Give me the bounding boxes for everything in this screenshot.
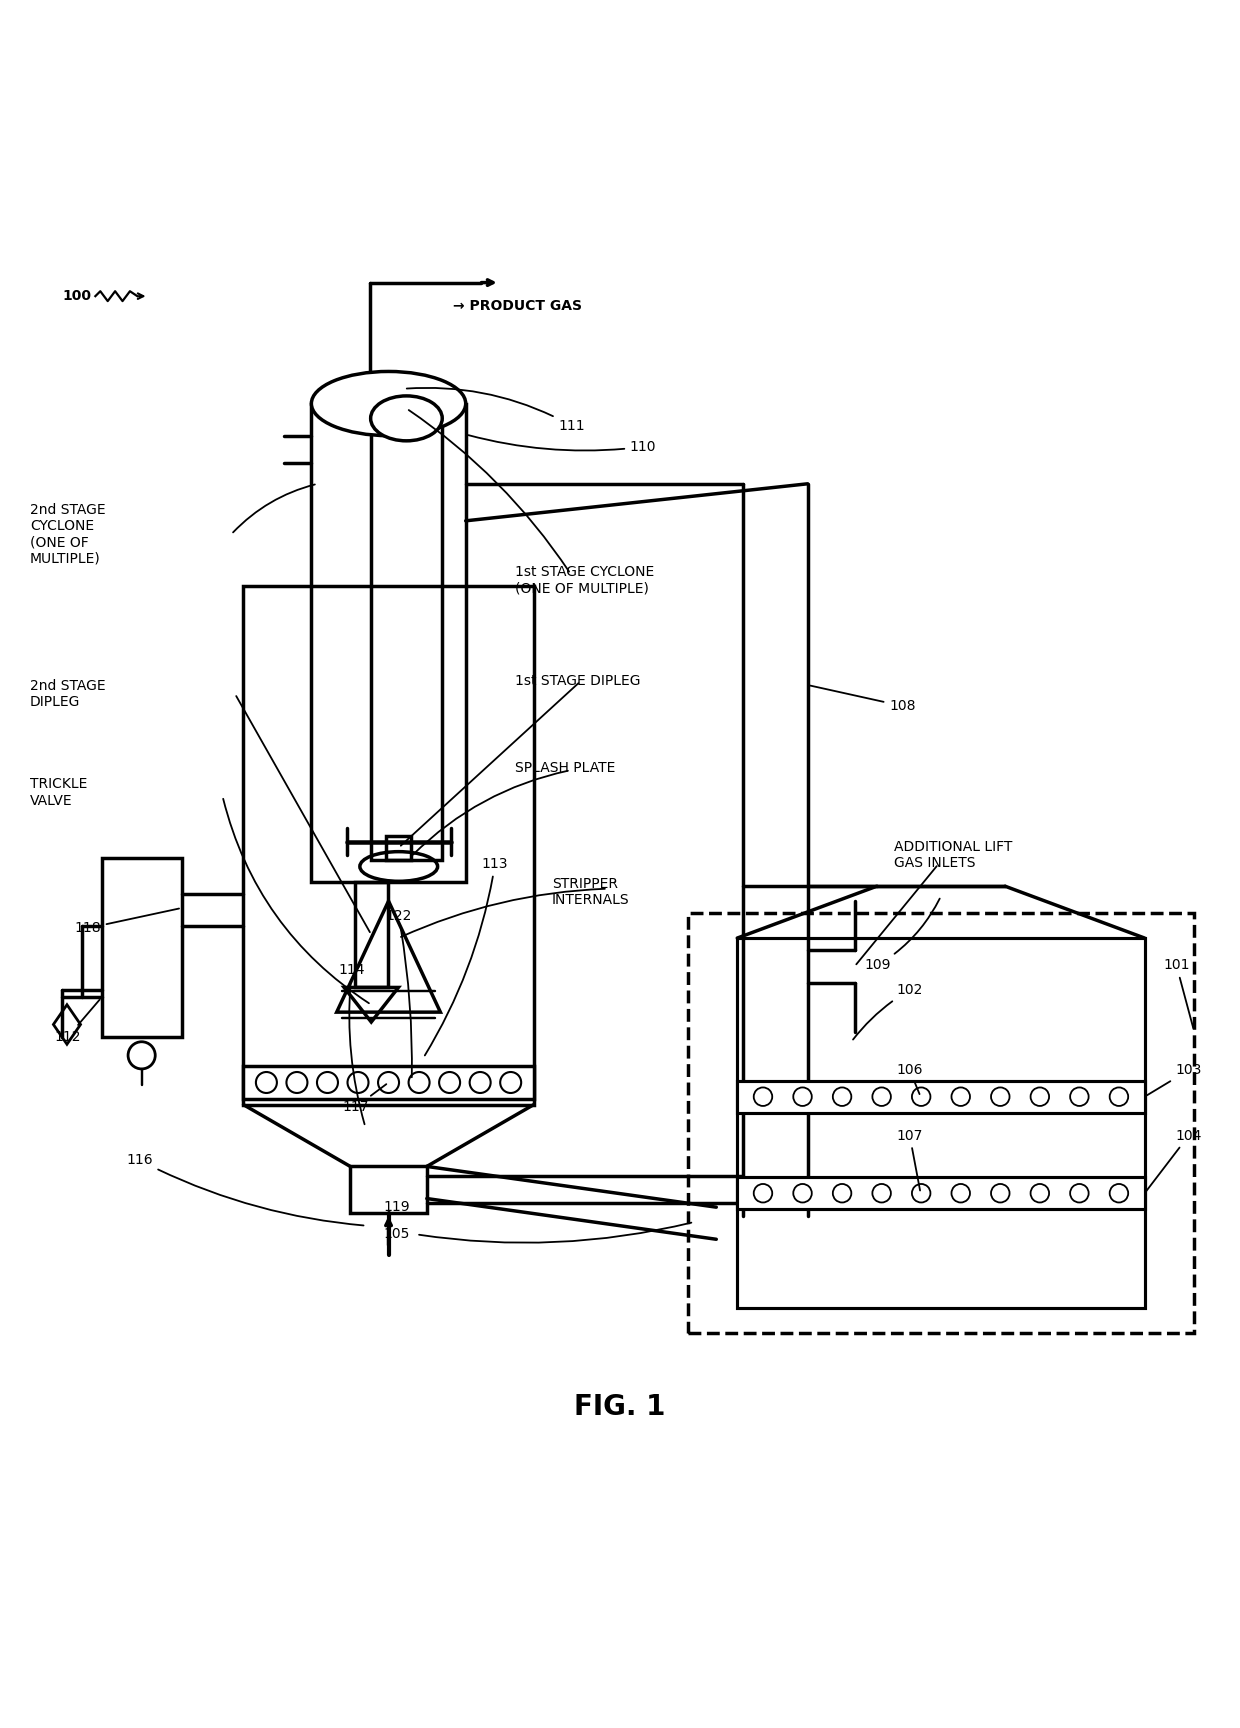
- Text: 113: 113: [425, 857, 508, 1056]
- Bar: [355, 881, 388, 987]
- Text: 1st STAGE CYCLONE
(ONE OF MULTIPLE): 1st STAGE CYCLONE (ONE OF MULTIPLE): [515, 565, 655, 594]
- Text: 100: 100: [62, 289, 91, 302]
- Bar: [738, 1177, 1145, 1210]
- Text: 107: 107: [897, 1128, 923, 1191]
- Text: 110: 110: [469, 435, 656, 454]
- Ellipse shape: [371, 396, 443, 441]
- Text: 108: 108: [811, 686, 915, 714]
- Text: 112: 112: [55, 999, 99, 1044]
- Bar: [243, 1066, 533, 1099]
- Text: ADDITIONAL LIFT
GAS INLETS: ADDITIONAL LIFT GAS INLETS: [894, 840, 1012, 871]
- Bar: [738, 1080, 1145, 1113]
- Text: SPLASH PLATE: SPLASH PLATE: [515, 760, 615, 774]
- Text: 106: 106: [897, 1063, 923, 1094]
- Bar: [387, 836, 412, 859]
- Text: 104: 104: [1146, 1128, 1202, 1191]
- Text: 114: 114: [339, 962, 365, 1125]
- Text: 109: 109: [864, 899, 940, 973]
- Text: 111: 111: [407, 387, 585, 432]
- Bar: [350, 1166, 427, 1213]
- Text: 116: 116: [126, 1153, 363, 1225]
- Text: STRIPPER
INTERNALS: STRIPPER INTERNALS: [552, 878, 630, 907]
- Text: 101: 101: [1163, 959, 1193, 1028]
- Bar: [102, 857, 182, 1037]
- Bar: [738, 938, 1145, 1308]
- Text: 103: 103: [1147, 1063, 1202, 1096]
- Text: TRICKLE
VALVE: TRICKLE VALVE: [30, 778, 87, 807]
- Text: → PRODUCT GAS: → PRODUCT GAS: [454, 299, 583, 313]
- Text: 1st STAGE DIPLEG: 1st STAGE DIPLEG: [515, 674, 641, 688]
- Text: 118: 118: [74, 909, 179, 935]
- Text: 2nd STAGE
DIPLEG: 2nd STAGE DIPLEG: [30, 679, 105, 708]
- Bar: [243, 586, 533, 1104]
- Text: 102: 102: [853, 983, 923, 1040]
- Text: FIG. 1: FIG. 1: [574, 1393, 666, 1420]
- Bar: [311, 404, 466, 881]
- Text: 2nd STAGE
CYCLONE
(ONE OF
MULTIPLE): 2nd STAGE CYCLONE (ONE OF MULTIPLE): [30, 503, 105, 565]
- Text: 122: 122: [386, 909, 412, 1077]
- Text: 119: 119: [383, 1201, 409, 1215]
- Bar: [371, 418, 443, 859]
- Bar: [688, 914, 1194, 1332]
- Ellipse shape: [311, 372, 466, 435]
- Text: 117: 117: [342, 1083, 387, 1115]
- Text: 105: 105: [383, 1227, 409, 1241]
